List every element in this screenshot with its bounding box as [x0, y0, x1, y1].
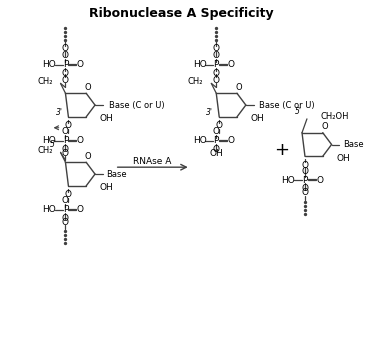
Text: O: O: [62, 145, 69, 154]
Text: O: O: [213, 69, 220, 78]
Text: OH: OH: [100, 183, 114, 192]
Text: O: O: [62, 76, 69, 85]
Text: CH₂: CH₂: [188, 77, 203, 86]
Text: OH: OH: [209, 149, 223, 158]
Text: P: P: [63, 205, 68, 214]
Text: O: O: [213, 44, 220, 53]
Text: HO: HO: [42, 205, 56, 214]
Text: O: O: [213, 51, 220, 60]
Text: O: O: [85, 83, 92, 92]
Text: P: P: [214, 136, 219, 145]
Text: Base: Base: [107, 170, 127, 179]
Text: O: O: [228, 136, 235, 145]
Text: O: O: [302, 188, 309, 197]
Text: O: O: [62, 44, 69, 53]
Text: O: O: [77, 136, 84, 145]
Text: O: O: [228, 60, 235, 69]
Text: O: O: [62, 218, 69, 227]
Text: RNAse A: RNAse A: [133, 157, 171, 166]
Text: O: O: [302, 167, 309, 176]
Text: O: O: [213, 76, 220, 85]
Text: O: O: [77, 205, 84, 214]
Text: O: O: [65, 121, 72, 130]
Text: O: O: [236, 83, 242, 92]
Text: HO: HO: [193, 136, 206, 145]
Text: O: O: [62, 69, 69, 78]
Text: Base: Base: [343, 140, 363, 149]
Text: O: O: [65, 190, 72, 199]
Text: O: O: [85, 152, 92, 161]
Text: CH₂: CH₂: [37, 146, 53, 155]
Text: O: O: [321, 122, 328, 131]
Text: O: O: [62, 149, 69, 158]
Text: CH₂OH: CH₂OH: [321, 112, 349, 121]
Text: HO: HO: [281, 176, 295, 185]
Text: O: O: [213, 145, 220, 154]
Text: P: P: [214, 60, 219, 69]
Text: O: O: [62, 214, 69, 223]
Text: O: O: [302, 184, 309, 193]
Text: 5': 5': [295, 107, 302, 116]
Text: O: O: [302, 161, 309, 170]
Text: O: O: [316, 176, 323, 185]
Text: O: O: [62, 51, 69, 60]
Text: 5': 5': [49, 140, 57, 149]
Text: O: O: [62, 196, 69, 205]
Text: O: O: [216, 121, 223, 130]
Text: OH: OH: [336, 154, 350, 163]
Text: Ribonuclease A Specificity: Ribonuclease A Specificity: [89, 7, 274, 20]
Text: P: P: [63, 60, 68, 69]
Text: 3': 3': [56, 108, 63, 117]
Text: O: O: [62, 127, 69, 136]
Text: HO: HO: [42, 136, 56, 145]
Text: OH: OH: [251, 114, 265, 123]
Text: Base (C or U): Base (C or U): [259, 100, 315, 109]
Text: O: O: [213, 127, 220, 136]
Text: +: +: [274, 141, 289, 159]
Text: Base (C or U): Base (C or U): [109, 100, 164, 109]
Text: P: P: [63, 136, 68, 145]
Text: HO: HO: [193, 60, 206, 69]
Text: OH: OH: [100, 114, 114, 123]
Text: 3': 3': [206, 108, 213, 117]
Text: HO: HO: [42, 60, 56, 69]
Text: CH₂: CH₂: [37, 77, 53, 86]
Text: P: P: [302, 176, 308, 185]
Text: O: O: [77, 60, 84, 69]
